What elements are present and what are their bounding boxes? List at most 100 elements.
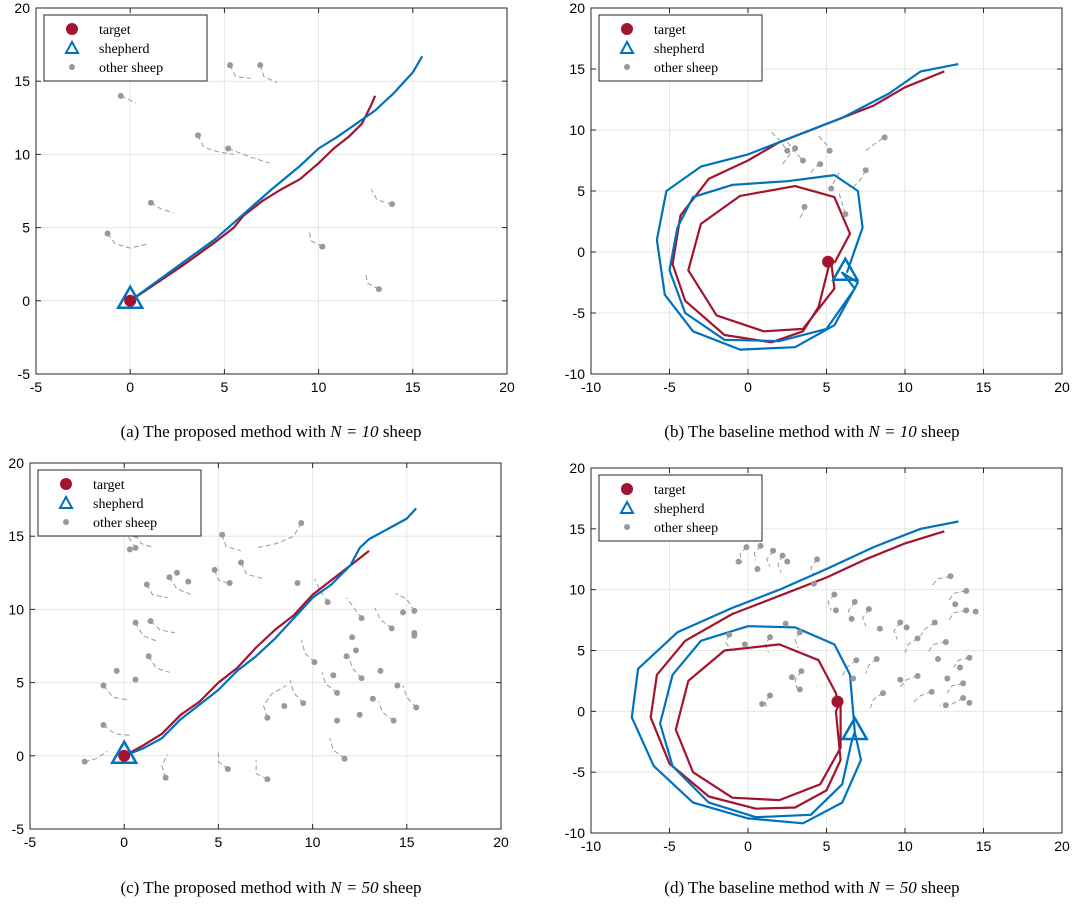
sheep-trail: [228, 148, 270, 164]
sheep-trail: [146, 584, 168, 599]
sheep-trail: [912, 691, 932, 704]
x-tick-label: 15: [976, 838, 992, 854]
x-tick-label: 0: [120, 834, 128, 850]
y-tick-label: 5: [16, 675, 24, 691]
sheep-point: [784, 558, 791, 565]
sheep-point: [963, 587, 970, 594]
sheep-trail: [289, 679, 304, 704]
sheep-trail: [197, 135, 234, 155]
sheep-point: [358, 675, 365, 682]
sheep-point: [799, 157, 806, 164]
sheep-point: [334, 717, 341, 724]
y-tick-label: 15: [14, 73, 30, 89]
sheep-point: [966, 699, 973, 706]
y-tick-label: -5: [12, 821, 25, 837]
sheep-point: [319, 243, 326, 250]
x-tick-label: 10: [897, 838, 913, 854]
sheep-trail: [378, 701, 394, 722]
sheep-point: [848, 615, 855, 622]
sheep-point: [300, 700, 307, 707]
x-tick-label: 0: [744, 838, 752, 854]
sheep-point: [219, 531, 226, 538]
sheep-point: [147, 199, 154, 206]
panel-b: -10 -5 0 5 10 15 20 -10 -5 0 5 10 15 20 target shepherd…: [565, 0, 1070, 395]
sheep-point: [211, 566, 218, 573]
sheep-point: [390, 717, 397, 724]
sheep-point: [754, 565, 761, 572]
y-tick-label: 15: [569, 521, 585, 537]
sheep-point: [349, 634, 356, 641]
sheep-point: [931, 619, 938, 626]
x-tick-label: 15: [405, 379, 421, 395]
y-tick-label: 0: [22, 293, 30, 309]
legend-target-label: target: [99, 23, 131, 38]
y-tick-label: 0: [577, 244, 585, 260]
sheep-point: [784, 147, 791, 154]
caption-b: (b) The baseline method with N = 10 shee…: [664, 422, 959, 441]
panel-c: -5 0 5 10 15 20 -5 0 5 10 15 20 target shepherd other …: [8, 455, 509, 850]
sheep-point: [311, 659, 318, 666]
sheep-point: [341, 755, 348, 762]
sheep-point: [117, 92, 124, 99]
sheep-trail: [148, 655, 170, 673]
x-tick-label: 5: [221, 379, 229, 395]
sheep-trail: [852, 170, 867, 188]
x-tick-label: 10: [311, 379, 327, 395]
sheep-trail: [766, 550, 774, 567]
sheep-point: [726, 631, 733, 638]
x-tick-label: 20: [1054, 379, 1070, 395]
legend-shepherd-label: shepherd: [654, 502, 705, 517]
sheep-point: [942, 638, 949, 645]
legend-shepherd-label: shepherd: [99, 42, 150, 57]
sheep-trail: [255, 522, 302, 549]
legend-shepherd-label: shepherd: [93, 497, 144, 512]
sheep-point: [798, 668, 805, 675]
sheep-trail: [899, 675, 918, 688]
sheep-trail: [794, 670, 802, 689]
target-path: [129, 95, 377, 302]
sheep-trail: [782, 147, 796, 165]
sheep-trail: [84, 750, 108, 763]
sheep-point: [185, 578, 192, 585]
x-tick-label: 10: [305, 834, 321, 850]
sheep-point: [832, 607, 839, 614]
sheep-point: [173, 569, 180, 576]
caption-d: (d) The baseline method with N = 50 shee…: [664, 878, 959, 897]
sheep-trail: [135, 534, 155, 549]
legend-target-swatch: [621, 483, 633, 495]
panel-a: -5 0 5 10 15 20 -5 0 5 10 15 20 target shepherd other …: [14, 0, 515, 395]
sheep-point: [394, 682, 401, 689]
axes-frame: [29, 462, 502, 830]
legend-shepherd-swatch: [619, 39, 635, 54]
y-tick-label: -5: [573, 305, 586, 321]
legend: target shepherd other sheep: [43, 14, 208, 82]
sheep-point: [264, 776, 271, 783]
sheep-trail: [870, 692, 884, 708]
sheep-trail: [402, 685, 417, 708]
target-marker: [124, 294, 137, 307]
sheep-point: [132, 619, 139, 626]
sheep-point: [862, 167, 869, 174]
sheep-point: [224, 765, 231, 772]
sheep-trail: [931, 575, 951, 587]
sheep-trail: [168, 576, 193, 596]
sheep-trail: [786, 141, 804, 161]
sheep-trail: [103, 685, 130, 701]
sheep-point: [766, 692, 773, 699]
x-tick-label: -5: [663, 379, 676, 395]
sheep-trail: [953, 657, 970, 668]
sheep-point: [828, 185, 835, 192]
legend-shepherd-swatch: [58, 494, 74, 509]
sheep-trail: [107, 233, 150, 249]
shepherd-marker: [840, 715, 869, 741]
sheep-point: [81, 758, 88, 765]
sheep-point: [831, 591, 838, 598]
sheep-trail: [948, 609, 967, 621]
y-tick-label: 5: [577, 643, 585, 659]
y-tick-label: -5: [18, 366, 31, 382]
legend-shepherd-swatch: [619, 499, 635, 514]
legend-target-label: target: [654, 483, 686, 498]
sheep-point: [851, 598, 858, 605]
sheep-point: [298, 520, 305, 527]
sheep-trail: [314, 578, 329, 603]
